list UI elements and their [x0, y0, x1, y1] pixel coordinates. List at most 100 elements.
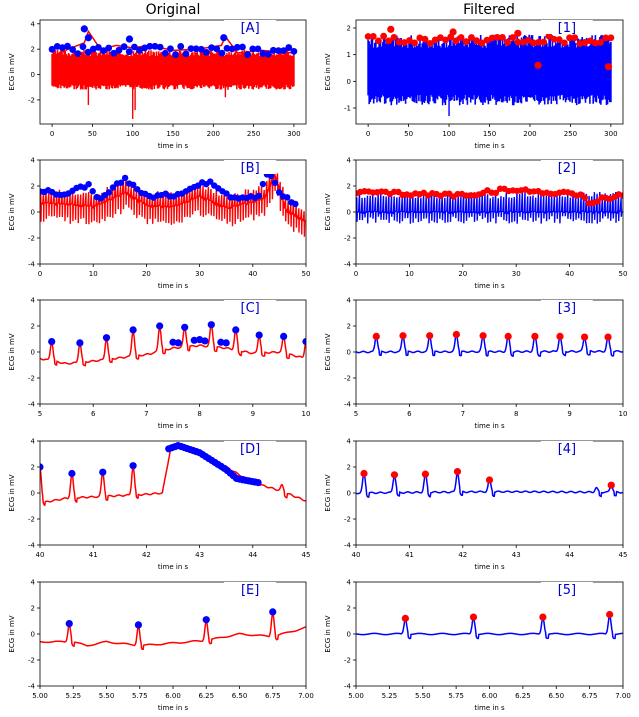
- peak-marker: [129, 462, 137, 470]
- peak-marker: [192, 45, 200, 53]
- x-tick-label: 10: [302, 410, 311, 418]
- peak-marker: [469, 613, 478, 621]
- peak-marker: [576, 40, 584, 47]
- x-tick-label: 150: [483, 130, 496, 138]
- chart-orig-D: 40 41 42 43 44 45 -4 -2 0 2 4 time in s ECG in mV [D]: [8, 438, 310, 572]
- peak-marker: [125, 48, 133, 56]
- peak-marker: [134, 186, 141, 193]
- peak-marker: [426, 39, 434, 47]
- peak-marker: [387, 25, 395, 33]
- peak-marker: [222, 339, 230, 347]
- peak-marker: [591, 39, 599, 47]
- peak-marker: [40, 463, 44, 471]
- peak-marker: [421, 470, 430, 478]
- x-axis-label: time in s: [158, 282, 189, 290]
- peak-marker: [218, 49, 226, 57]
- y-tick-label: -2: [28, 657, 35, 665]
- x-tick-label: 200: [207, 130, 220, 138]
- peak-marker: [485, 476, 494, 484]
- peak-marker: [117, 179, 125, 186]
- y-tick-label: 4: [347, 297, 352, 305]
- peak-marker: [280, 47, 288, 55]
- peak-marker: [390, 33, 398, 41]
- peak-marker: [275, 189, 283, 196]
- x-tick-label: 100: [126, 130, 139, 138]
- y-tick-label: -4: [28, 542, 36, 550]
- peak-marker: [571, 34, 579, 42]
- y-tick-label: -4: [28, 401, 36, 409]
- panel-label: [2]: [558, 161, 576, 176]
- peak-marker: [606, 610, 614, 619]
- panel-label-bg: [540, 441, 593, 455]
- peak-marker: [89, 188, 96, 195]
- peak-marker: [105, 189, 113, 196]
- y-tick-label: 1: [347, 51, 351, 59]
- peak-marker: [478, 39, 486, 47]
- y-axis-label: ECG in mV: [324, 615, 332, 652]
- peak-marker: [174, 339, 182, 347]
- panel-label: [E]: [241, 583, 259, 598]
- peak-marker: [607, 481, 615, 489]
- peak-marker: [380, 32, 388, 40]
- x-tick-label: 6.25: [198, 692, 214, 700]
- peak-marker: [560, 39, 568, 47]
- y-tick-label: 2: [31, 605, 35, 613]
- x-axis-label: time in s: [158, 563, 189, 571]
- y-tick-label: 2: [347, 464, 351, 472]
- peak-marker: [271, 179, 279, 187]
- x-tick-label: 45: [302, 551, 311, 559]
- peak-marker: [48, 45, 56, 53]
- peak-marker: [182, 50, 190, 58]
- x-tick-label: 8: [514, 410, 518, 418]
- x-tick-label: 44: [248, 551, 257, 559]
- panel-label: [4]: [558, 442, 576, 457]
- x-tick-label: 5: [354, 410, 358, 418]
- chart-orig-E: 5.00 5.25 5.50 5.75 6.00 6.25 6.50 6.75 7.00 -4 -2…: [8, 579, 314, 713]
- peak-marker: [134, 621, 143, 629]
- peak-marker: [99, 468, 107, 476]
- axes-frame: [39, 440, 307, 546]
- peak-marker: [284, 194, 291, 201]
- peak-marker: [280, 332, 288, 340]
- peak-marker: [161, 49, 169, 57]
- peak-marker: [130, 181, 137, 189]
- panel-label: [C]: [241, 301, 260, 316]
- x-axis-label: time in s: [474, 422, 505, 430]
- x-tick-label: 30: [512, 270, 521, 278]
- peak-marker: [607, 34, 615, 42]
- peak-marker: [372, 332, 380, 340]
- peak-marker: [264, 50, 272, 58]
- peak-marker: [488, 34, 496, 42]
- peak-marker: [375, 37, 382, 45]
- peak-marker: [249, 45, 257, 53]
- x-tick-label: 10: [89, 270, 98, 278]
- y-axis-label: ECG in mV: [8, 333, 16, 370]
- peak-marker: [228, 45, 236, 53]
- y-tick-label: 2: [31, 46, 35, 54]
- peak-marker: [556, 332, 564, 340]
- chart-filt-5: 5.00 5.25 5.50 5.75 6.00 6.25 6.50 6.75 7.00 -4 -2…: [324, 579, 631, 713]
- x-tick-label: 42: [458, 551, 467, 559]
- peak-marker: [207, 321, 215, 329]
- y-tick-label: -4: [28, 683, 36, 691]
- x-tick-label: 6: [407, 410, 412, 418]
- peak-marker: [302, 338, 306, 346]
- peak-marker: [479, 332, 487, 340]
- panel-label: [5]: [558, 583, 576, 598]
- peak-marker: [190, 336, 198, 344]
- panel-label: [3]: [558, 301, 576, 316]
- x-tick-label: 0: [50, 130, 54, 138]
- peak-marker: [586, 37, 594, 45]
- x-tick-label: 42: [142, 551, 151, 559]
- peak-marker: [406, 37, 413, 44]
- x-tick-label: 6.25: [515, 692, 531, 700]
- peak-marker: [181, 323, 189, 331]
- peak-marker: [452, 330, 460, 339]
- plot-area: [40, 608, 306, 651]
- peak-marker: [64, 42, 71, 50]
- peak-marker: [156, 322, 164, 330]
- x-tick-label: 7.00: [615, 692, 631, 700]
- x-tick-label: 41: [89, 551, 98, 559]
- x-tick-label: 8: [197, 410, 201, 418]
- panel-label-bg: [540, 582, 593, 596]
